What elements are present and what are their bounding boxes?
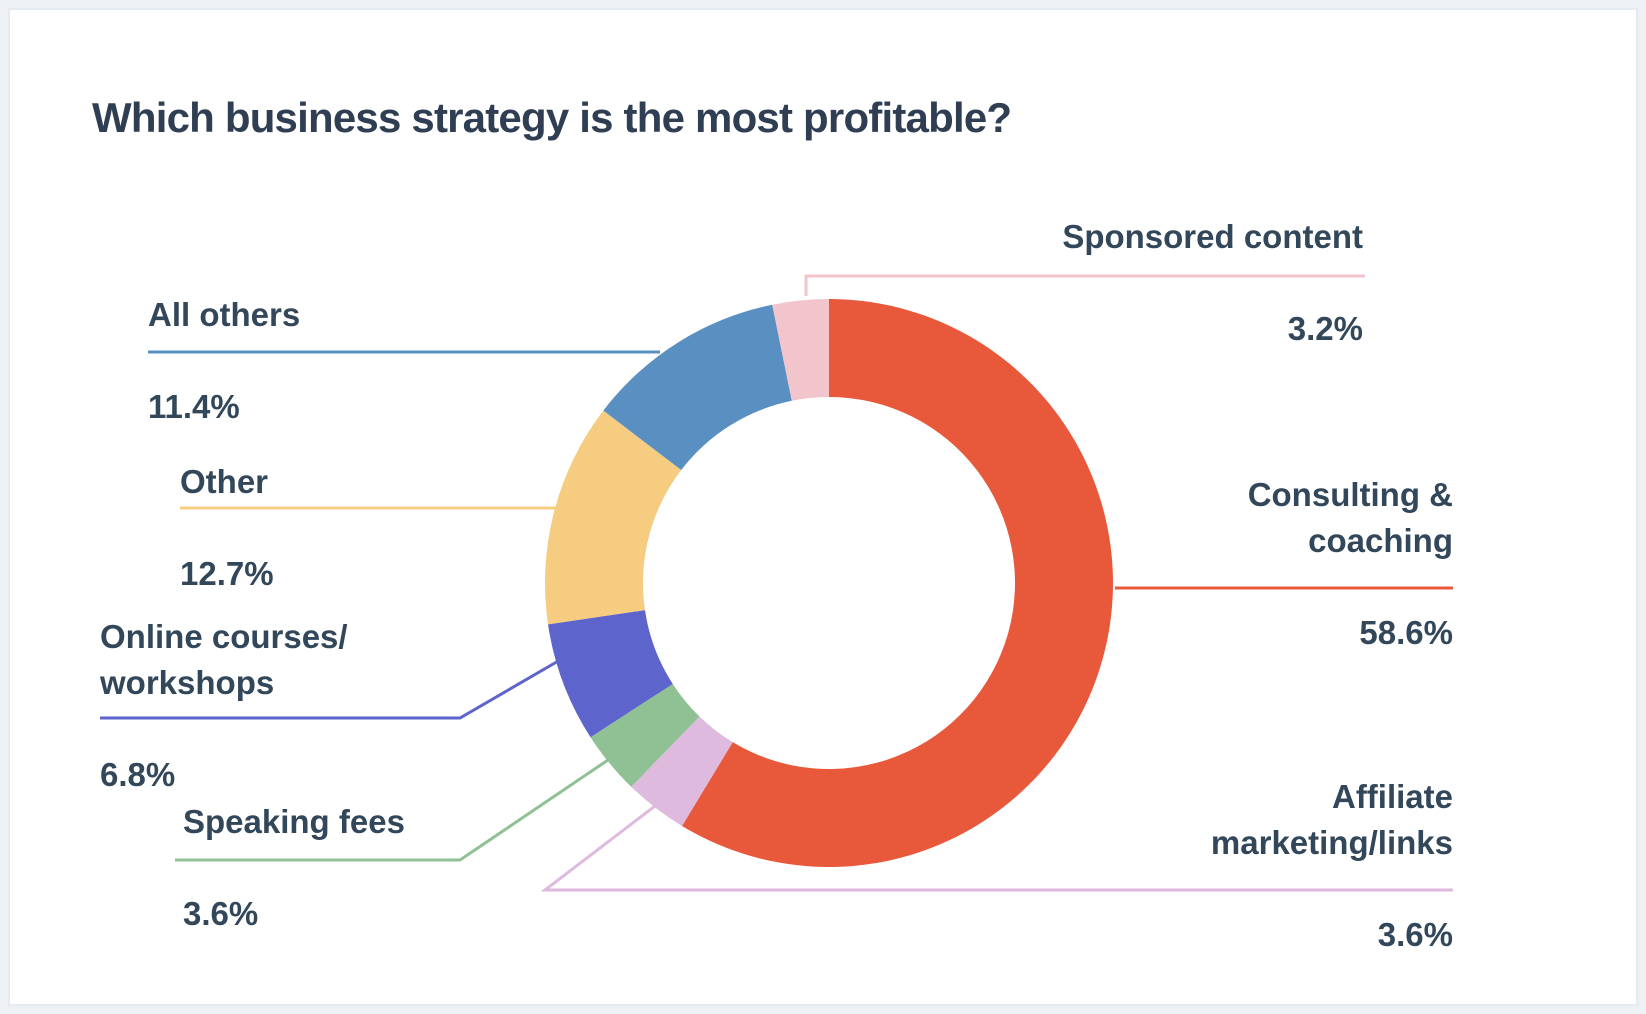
donut-segment-consulting-coaching <box>682 299 1113 867</box>
donut-segment-affiliate-marketing-links <box>631 716 733 826</box>
donut-segment-sponsored-content <box>772 299 829 401</box>
callout-sponsored-content: Sponsored content 3.2% <box>1062 168 1363 398</box>
segment-label: Online courses/ workshops <box>100 618 348 701</box>
segment-label: Sponsored content <box>1062 218 1363 255</box>
leader-line-online-courses-workshops <box>100 658 561 720</box>
segment-value: 3.2% <box>1287 310 1363 347</box>
leader-line-sponsored-content <box>804 274 1365 296</box>
callout-speaking-fees: Speaking fees 3.6% <box>183 753 405 983</box>
segment-value: 3.6% <box>1377 916 1453 953</box>
segment-label: Other <box>180 463 269 500</box>
segment-value: 6.8% <box>100 756 176 793</box>
callout-other: Other 12.7% <box>180 413 274 643</box>
segment-label: All others <box>148 296 301 333</box>
leader-line-speaking-fees <box>175 758 609 862</box>
donut-segment-all-others <box>603 304 792 471</box>
segment-value: 3.6% <box>183 895 259 932</box>
segment-label: Speaking fees <box>183 803 405 840</box>
segment-value: 12.7% <box>180 555 274 592</box>
callout-online-courses: Online courses/ workshops 6.8% <box>100 568 348 844</box>
segment-label: Consulting & coaching <box>1247 476 1453 559</box>
donut-segment-other <box>544 410 682 625</box>
segment-value: 11.4% <box>148 388 240 425</box>
segment-value: 58.6% <box>1359 614 1453 651</box>
segment-label: Affiliate marketing/links <box>1210 778 1453 861</box>
leader-line-affiliate-marketing-links <box>540 804 1453 892</box>
page-title: Which business strategy is the most prof… <box>92 94 1012 142</box>
callout-affiliate-marketing: Affiliate marketing/links 3.6% <box>1211 728 1453 1004</box>
donut-segment-online-courses-workshops <box>548 610 673 738</box>
callout-consulting-coaching: Consulting & coaching 58.6% <box>1248 426 1453 702</box>
callout-all-others: All others 11.4% <box>148 246 300 476</box>
donut-segment-speaking-fees <box>590 683 700 787</box>
